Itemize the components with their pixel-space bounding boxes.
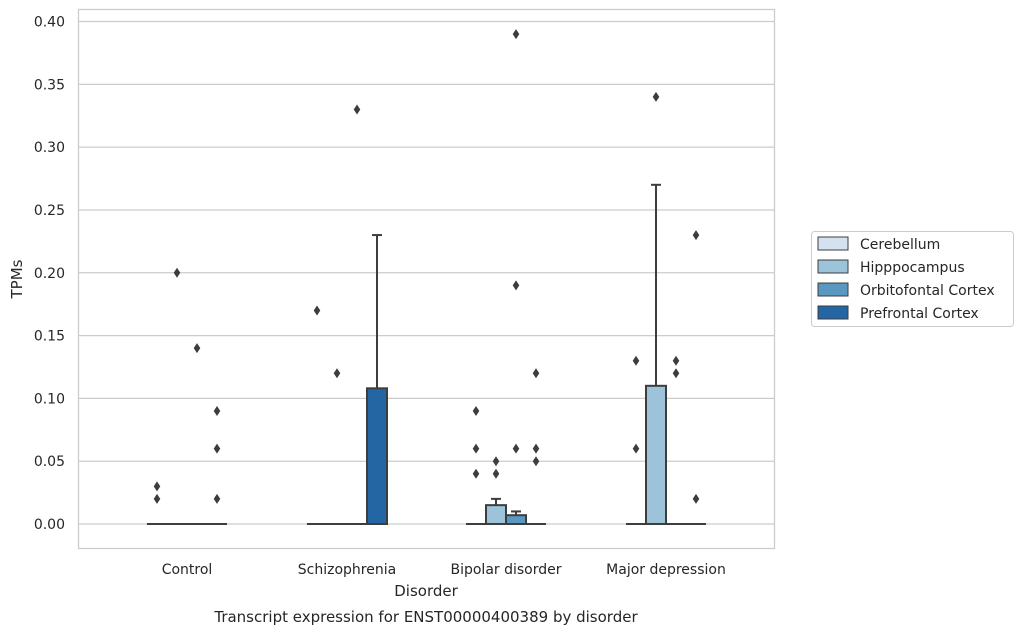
y-tick-label: 0.20 — [34, 266, 65, 282]
x-tick-labels: Control Schizophrenia Bipolar disorder Majo… — [162, 562, 726, 578]
x-tick-label: Bipolar disorder — [450, 562, 561, 578]
y-tick-label: 0.10 — [34, 391, 65, 407]
outlier-point — [153, 481, 161, 492]
chart-title: Transcript expression for ENST0000040038… — [213, 608, 638, 626]
box-plot-series — [147, 29, 706, 526]
outlier-point — [652, 91, 660, 102]
box-prefrontal-cortex — [207, 405, 227, 525]
outlier-point — [692, 230, 700, 241]
outlier-point — [472, 443, 480, 454]
box-body — [485, 504, 507, 525]
box-body — [505, 514, 527, 525]
outlier-point — [632, 443, 640, 454]
legend-swatch — [817, 236, 849, 251]
outlier-point — [353, 104, 361, 115]
legend-label: Cerebellum — [860, 237, 940, 253]
outlier-point — [153, 493, 161, 504]
outlier-point — [213, 493, 221, 504]
outlier-point — [512, 280, 520, 291]
box-body — [645, 384, 667, 525]
y-tick-label: 0.25 — [34, 203, 65, 219]
box-hipppocampus — [167, 267, 187, 525]
grid-lines — [78, 20, 775, 525]
y-tick-labels: 0.00 0.05 0.10 0.15 0.20 0.25 0.30 0.35 0.40 — [34, 15, 65, 534]
outlier-point — [532, 368, 540, 379]
box-orbitofontal-cortex — [347, 104, 367, 525]
outlier-point — [472, 468, 480, 479]
outlier-point — [472, 405, 480, 416]
legend: Cerebellum Hipppocampus Orbitofontal Corte… — [811, 231, 1014, 327]
box-cerebellum — [147, 481, 167, 525]
box-hipppocampus — [327, 368, 347, 525]
box-hipppocampus — [645, 91, 667, 525]
outlier-point — [193, 343, 201, 354]
box-cerebellum — [307, 305, 327, 525]
outlier-point — [692, 493, 700, 504]
outlier-point — [173, 267, 181, 278]
box-prefrontal-cortex — [526, 368, 546, 525]
y-tick-label: 0.30 — [34, 140, 65, 156]
x-tick-label: Schizophrenia — [298, 562, 396, 578]
legend-label: Hipppocampus — [860, 260, 965, 276]
legend-swatch — [817, 305, 849, 320]
y-tick-label: 0.40 — [34, 15, 65, 31]
outlier-point — [213, 405, 221, 416]
outlier-point — [532, 443, 540, 454]
box-prefrontal-cortex — [366, 234, 388, 526]
outlier-point — [512, 29, 520, 40]
x-tick-label: Control — [162, 562, 213, 578]
legend-swatch — [817, 282, 849, 297]
outlier-point — [672, 368, 680, 379]
box-orbitofontal-cortex — [666, 355, 686, 525]
outlier-point — [333, 368, 341, 379]
legend-label: Prefrontal Cortex — [860, 306, 979, 322]
outlier-point — [313, 305, 321, 316]
y-tick-label: 0.00 — [34, 517, 65, 533]
outlier-point — [632, 355, 640, 366]
box-cerebellum — [466, 405, 486, 525]
x-tick-label: Major depression — [606, 562, 726, 578]
y-tick-label: 0.15 — [34, 329, 65, 345]
y-axis-title: TPMs — [8, 259, 26, 299]
outlier-point — [512, 443, 520, 454]
box-cerebellum — [626, 355, 646, 525]
x-axis-title: Disorder — [394, 582, 458, 600]
box-body — [366, 387, 388, 526]
box-hipppocampus — [485, 456, 507, 525]
outlier-point — [532, 456, 540, 467]
y-tick-label: 0.35 — [34, 77, 65, 93]
legend-swatch — [817, 259, 849, 274]
box-prefrontal-cortex — [686, 230, 706, 525]
legend-label: Orbitofontal Cortex — [860, 283, 995, 299]
outlier-point — [492, 456, 500, 467]
box-orbitofontal-cortex — [505, 29, 527, 525]
box-orbitofontal-cortex — [187, 343, 207, 525]
plot-frame — [77, 8, 776, 550]
outlier-point — [672, 355, 680, 366]
outlier-point — [213, 443, 221, 454]
y-tick-label: 0.05 — [34, 454, 65, 470]
outlier-point — [492, 468, 500, 479]
legend-frame — [811, 231, 1014, 327]
